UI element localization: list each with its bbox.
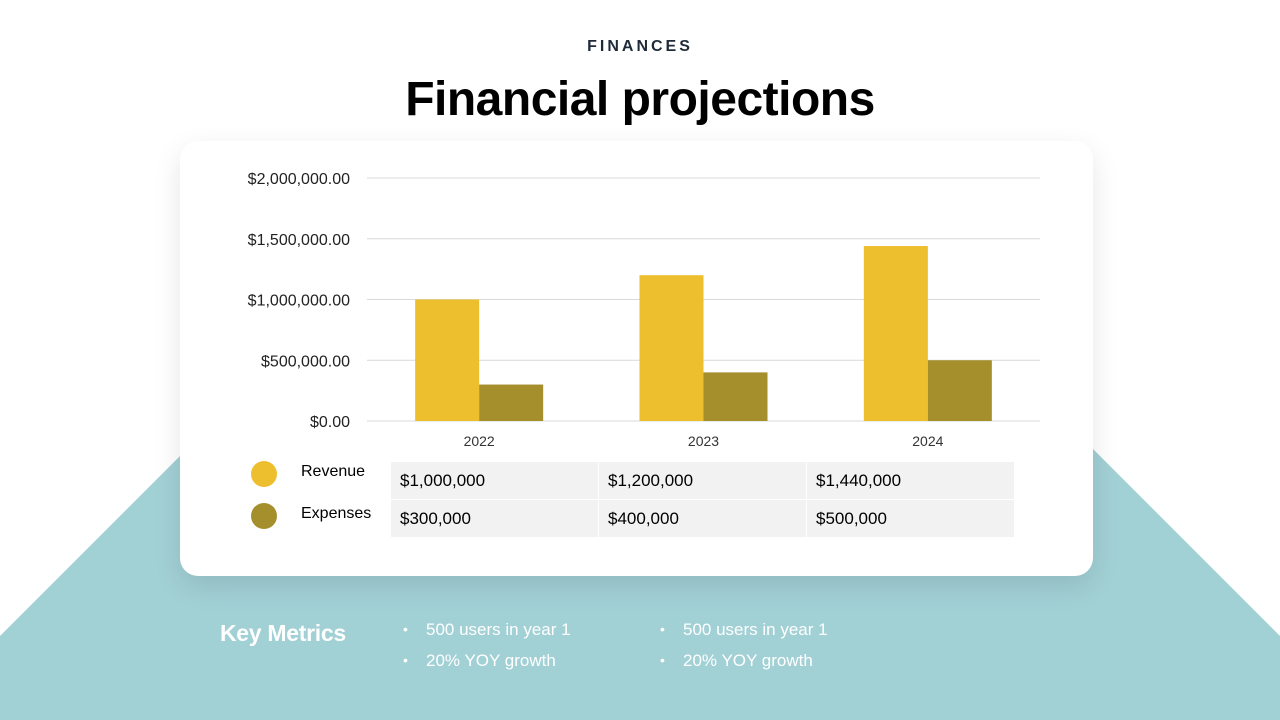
bar-expenses-2024 <box>927 360 992 421</box>
table-cell: $300,000 <box>391 500 598 537</box>
bar-revenue-2023 <box>639 275 704 421</box>
metric-item: 500 users in year 1 <box>657 618 828 649</box>
table-cell: $400,000 <box>599 500 806 537</box>
metric-item: 500 users in year 1 <box>400 618 571 649</box>
table-cell: $500,000 <box>807 500 1014 537</box>
chart-card: $0.00 $500,000.00 $1,000,000.00 $1,500,000.… <box>180 141 1093 576</box>
section-eyebrow: FINANCES <box>587 38 693 55</box>
bar-revenue-2022 <box>415 299 480 421</box>
data-table: $1,000,000 $1,200,000 $1,440,000 $300,00… <box>390 461 1015 538</box>
key-metrics-section: Key Metrics 500 users in year 1 20% YOY … <box>0 600 1280 700</box>
table-cell: $1,440,000 <box>807 462 1014 499</box>
legend-label-expenses: Expenses <box>301 505 372 522</box>
legend-item-expenses <box>251 503 277 529</box>
legend-dot-expenses <box>251 503 277 529</box>
bar-chart: $0.00 $500,000.00 $1,000,000.00 $1,500,000.… <box>248 171 1040 449</box>
bar-revenue-2024 <box>863 246 928 421</box>
table-row-revenue: $1,000,000 $1,200,000 $1,440,000 <box>391 462 1014 499</box>
metrics-list-1: 500 users in year 1 20% YOY growth <box>400 618 571 680</box>
page-title: Financial projections <box>405 73 875 126</box>
table-cell: $1,200,000 <box>599 462 806 499</box>
metrics-list-2: 500 users in year 1 20% YOY growth <box>657 618 828 680</box>
y-tick-label: $1,000,000.00 <box>248 293 350 310</box>
y-tick-label: $500,000.00 <box>261 353 350 370</box>
x-tick-label: 2023 <box>688 433 719 449</box>
legend-item-revenue <box>251 461 277 487</box>
legend-label-revenue: Revenue <box>301 463 366 480</box>
key-metrics-title: Key Metrics <box>220 620 346 646</box>
y-tick-label: $0.00 <box>310 414 350 431</box>
bar-expenses-2023 <box>703 372 768 421</box>
bar-expenses-2022 <box>479 384 544 421</box>
legend-dot-revenue <box>251 461 277 487</box>
metric-item: 20% YOY growth <box>657 649 828 680</box>
y-tick-label: $2,000,000.00 <box>248 171 350 188</box>
y-tick-label: $1,500,000.00 <box>248 232 350 249</box>
x-tick-label: 2022 <box>464 433 495 449</box>
table-row-expenses: $300,000 $400,000 $500,000 <box>391 500 1014 537</box>
table-cell: $1,000,000 <box>391 462 598 499</box>
x-tick-label: 2024 <box>912 433 943 449</box>
metric-item: 20% YOY growth <box>400 649 571 680</box>
